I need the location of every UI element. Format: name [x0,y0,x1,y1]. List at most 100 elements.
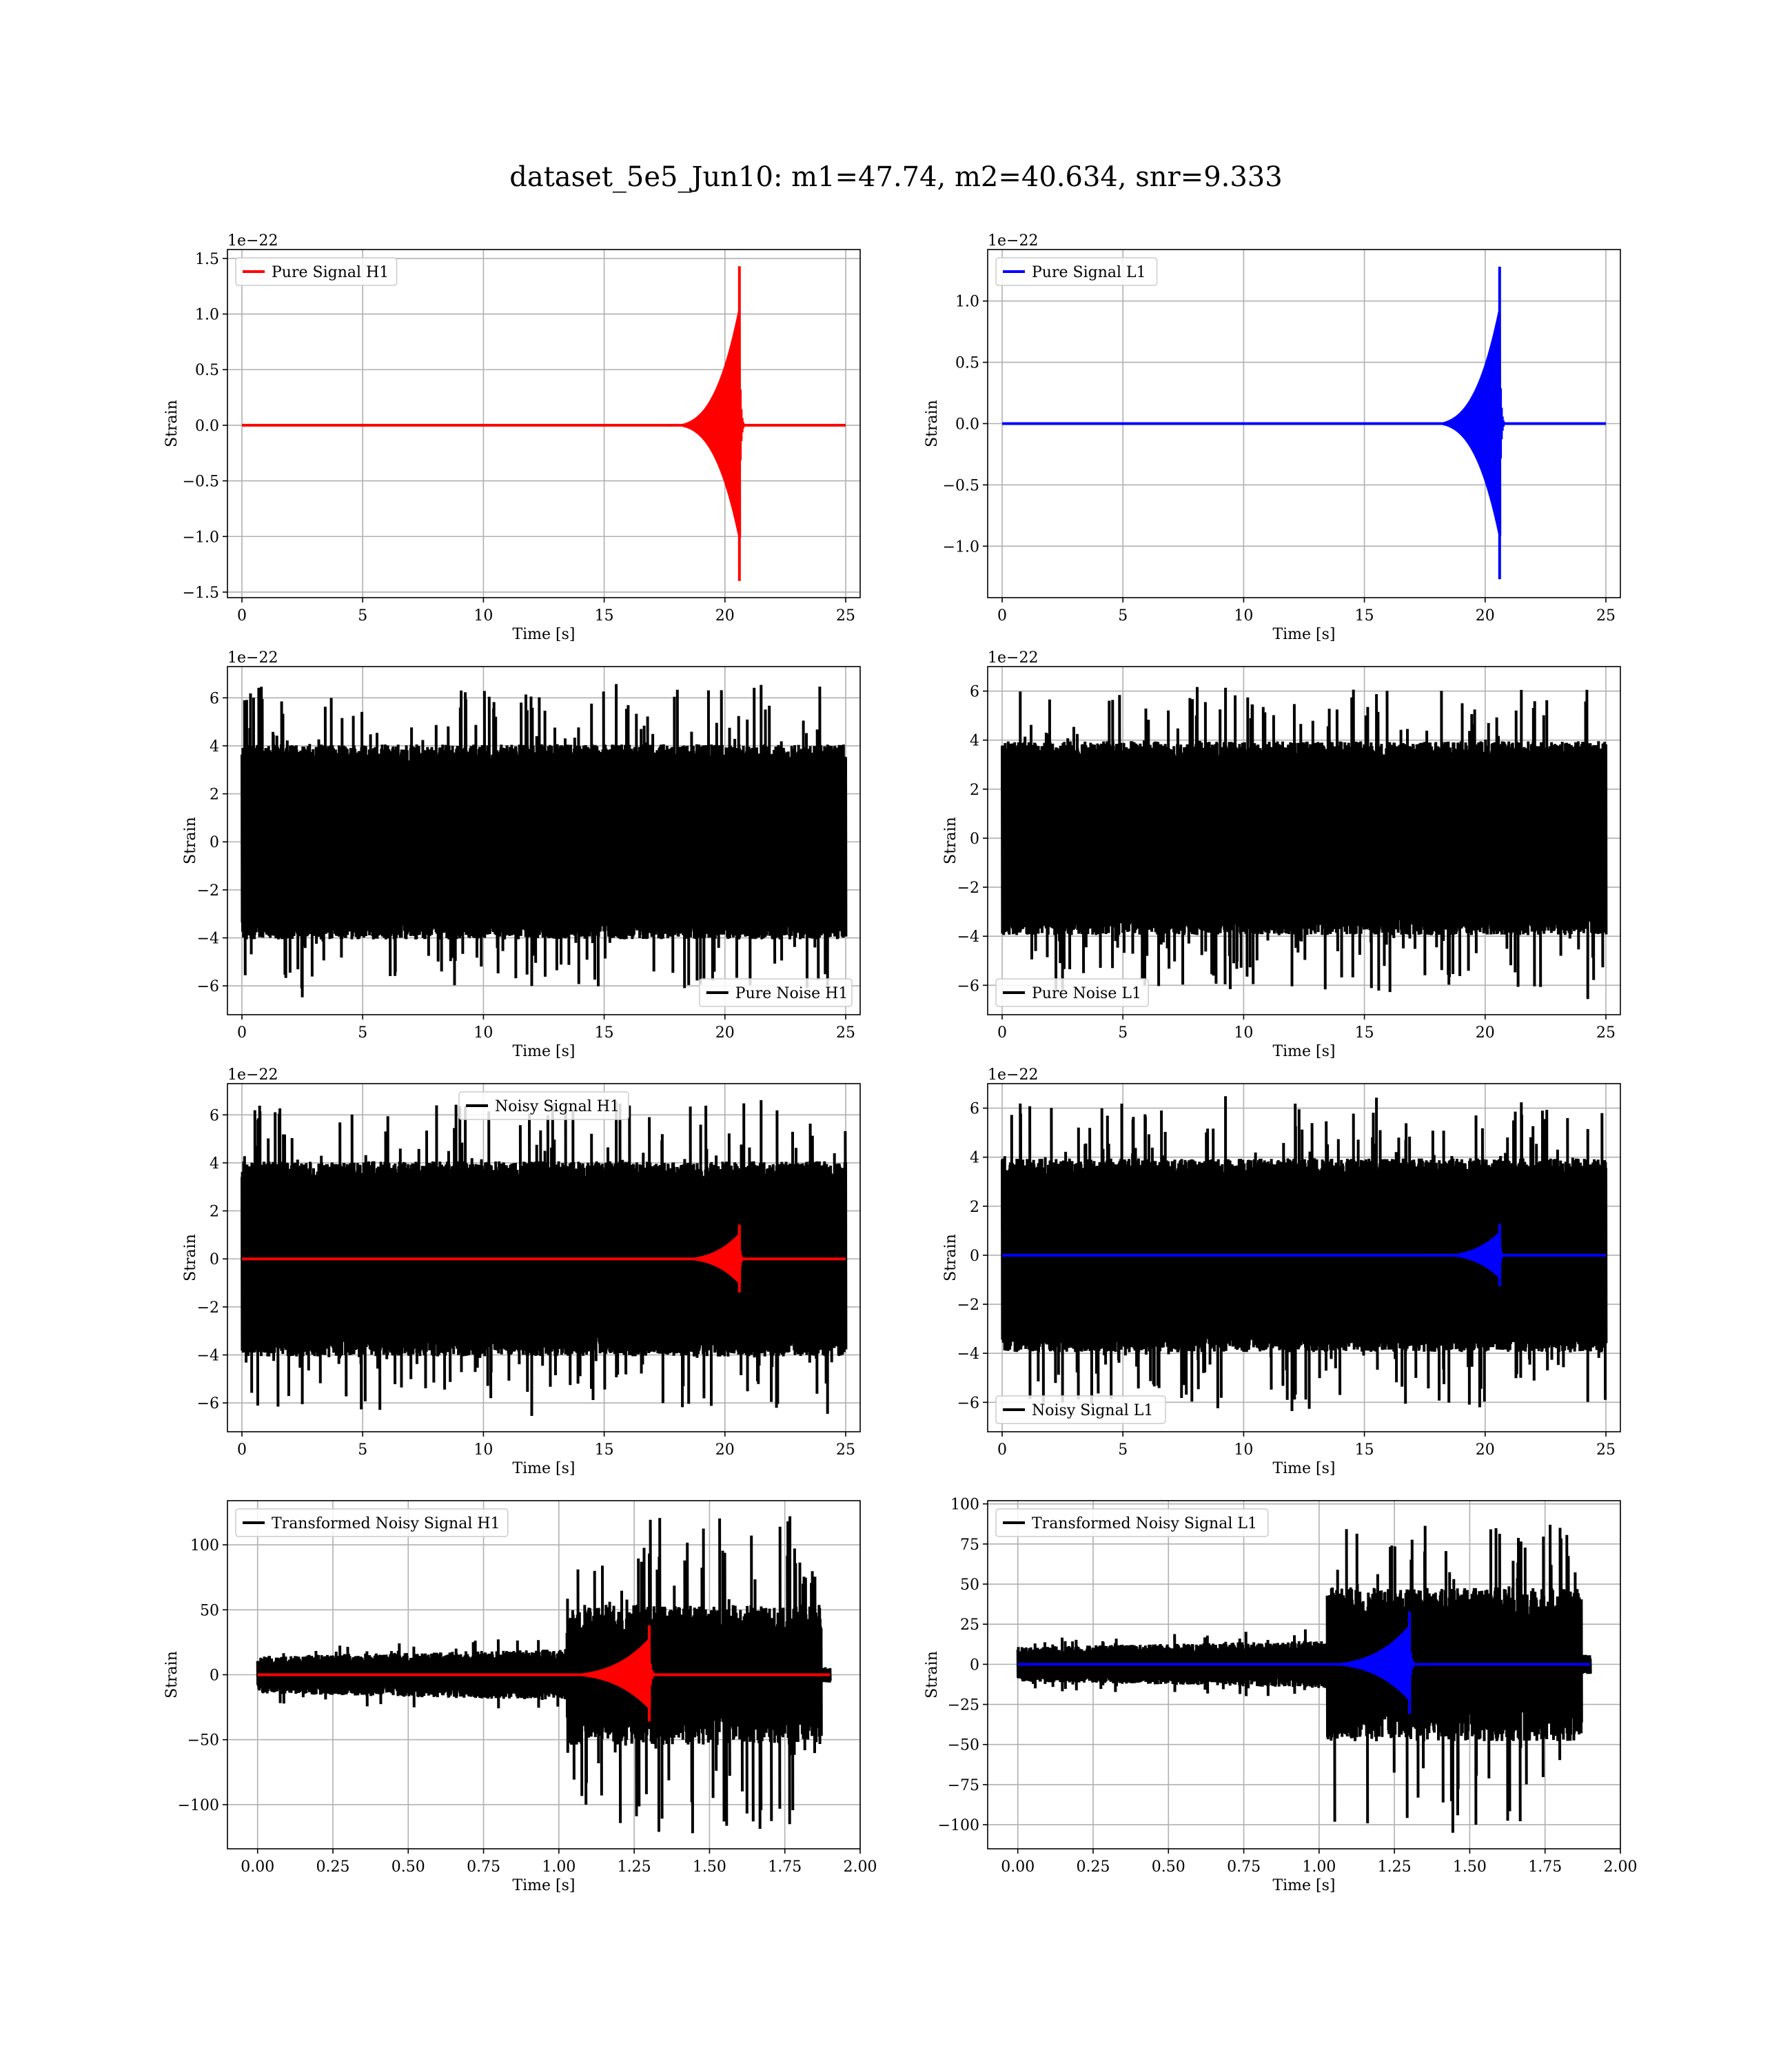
y-tick-label: −6 [957,977,979,995]
x-tick-label: 0 [997,1441,1007,1459]
chart-noisy-signal-l1: 0 5 10 15 20 25 −6 −4 −2 0 2 4 6 Time [s] Strain 1e−22 N… [942,1066,1621,1477]
axes-frame [987,666,1621,1015]
offset-text: 1e−22 [227,1066,278,1084]
y-tick-label: 2 [210,1204,219,1221]
figure-title: dataset_5e5_Jun10: m1=47.74, m2=40.634, … [509,161,1282,193]
y-tick-label: −2 [957,1297,979,1314]
x-tick-label: 25 [836,607,855,625]
x-tick-label: 1.50 [693,1858,726,1876]
series-noise [241,684,848,997]
x-tick-label: 0.25 [1077,1858,1110,1876]
legend-box [995,1395,1166,1424]
y-tick-label: 0.0 [955,416,979,434]
y-tick-label: 25 [960,1616,979,1634]
x-tick-label: 25 [1596,1441,1616,1459]
x-tick-label: 0.00 [241,1858,274,1876]
legend: Pure Signal L1 [995,257,1158,286]
y-tick-label: 0 [970,1248,979,1265]
y-tick-label: −25 [948,1697,979,1714]
y-tick-label: −4 [197,1348,219,1365]
x-tick-label: 0 [997,1024,1007,1042]
y-axis-label: Strain [182,817,199,864]
plot-content [1016,1524,1592,1833]
x-tick-label: 1.00 [1302,1858,1336,1876]
series-chirp [242,1224,846,1292]
legend-box [235,1508,509,1537]
offset-text: 1e−22 [227,232,278,250]
x-tick-label: 25 [836,1024,855,1042]
x-tick-label: 10 [474,1024,493,1042]
y-axis-label: Strain [182,1234,199,1281]
x-axis-label: Time [s] [512,626,575,643]
legend-label: Noisy Signal L1 [1032,1402,1153,1419]
y-tick-label: −50 [948,1737,979,1754]
y-tick-label: 0 [210,1251,219,1268]
x-axis-label: Time [s] [512,1460,575,1477]
y-tick-label: 4 [210,1155,219,1173]
legend-label: Transformed Noisy Signal H1 [272,1515,500,1532]
plot-content [241,684,848,997]
y-tick-label: 1.0 [955,294,979,311]
y-tick-label: −100 [938,1817,979,1834]
x-tick-label: 1.75 [1528,1858,1562,1876]
x-tick-label: 15 [1355,1441,1374,1459]
legend-box [995,257,1158,286]
y-tick-label: −6 [197,978,219,995]
y-tick-label: −4 [957,1346,979,1363]
y-tick-label: 6 [970,1101,979,1118]
plot-content [1001,1096,1608,1411]
x-tick-label: 0.50 [1152,1858,1185,1876]
x-tick-label: 0.75 [1227,1858,1261,1876]
x-tick-label: 25 [1596,607,1616,625]
x-axis-label: Time [s] [1272,1043,1335,1060]
x-axis-label: Time [s] [1272,1460,1335,1477]
legend-label: Pure Signal H1 [272,264,389,281]
x-tick-label: 10 [1234,1024,1253,1042]
y-tick-label: −100 [178,1797,219,1814]
legend: Transformed Noisy Signal L1 [995,1508,1269,1537]
offset-text: 1e−22 [227,649,278,667]
x-axis-label: Time [s] [512,1043,575,1060]
legend-box [995,978,1149,1007]
y-tick-label: −50 [187,1732,219,1750]
series-chirp [242,266,846,581]
y-axis-label: Strain [163,400,181,447]
legend-label: Pure Noise H1 [735,985,848,1002]
axes-frame [227,249,861,598]
series-chirp [1002,1224,1606,1287]
y-tick-label: −75 [948,1777,979,1794]
offset-text: 1e−22 [988,1066,1038,1084]
y-tick-label: 2 [970,782,979,799]
x-tick-label: 0.50 [391,1858,425,1876]
legend: Pure Noise H1 [699,978,853,1007]
x-tick-label: 20 [715,607,735,625]
y-tick-label: 1.0 [195,307,219,324]
chart-transformed-h1: 0.00 0.25 0.50 0.75 1.00 1.25 1.50 1.75 2.00 −100… [163,1500,877,1894]
series-chirp [1017,1611,1591,1714]
y-tick-label: 6 [970,684,979,701]
x-tick-label: 1.75 [768,1858,802,1876]
y-tick-label: 6 [210,1107,219,1124]
y-tick-label: 2 [970,1199,979,1216]
y-tick-label: 100 [950,1497,979,1514]
y-tick-label: 50 [200,1602,219,1619]
x-tick-label: 10 [474,1441,493,1459]
y-tick-label: −4 [957,929,979,946]
x-tick-label: 15 [595,1441,614,1459]
y-tick-label: −1.5 [183,585,219,602]
x-tick-label: 2.00 [1604,1858,1638,1876]
x-tick-label: 5 [1118,607,1128,625]
y-tick-label: −4 [197,931,219,948]
chart-pure-signal-h1: 0 5 10 15 20 25 −1.5 −1.0 −0.5 0.0 0.5 1.0 1.5 Time [… [163,232,861,643]
x-tick-label: 0 [237,607,247,625]
plot-content [1002,266,1606,580]
y-tick-label: 0 [210,834,219,851]
legend-box [995,1508,1269,1537]
y-axis-label: Strain [163,1651,181,1699]
chart-pure-signal-l1: 0 5 10 15 20 25 −1.0 −0.5 0.0 0.5 1.0 Time [s] Strai… [924,232,1621,643]
y-tick-label: −2 [957,880,979,897]
x-tick-label: 15 [595,1024,614,1042]
legend: Noisy Signal H1 [458,1091,629,1120]
y-tick-label: 4 [210,738,219,756]
